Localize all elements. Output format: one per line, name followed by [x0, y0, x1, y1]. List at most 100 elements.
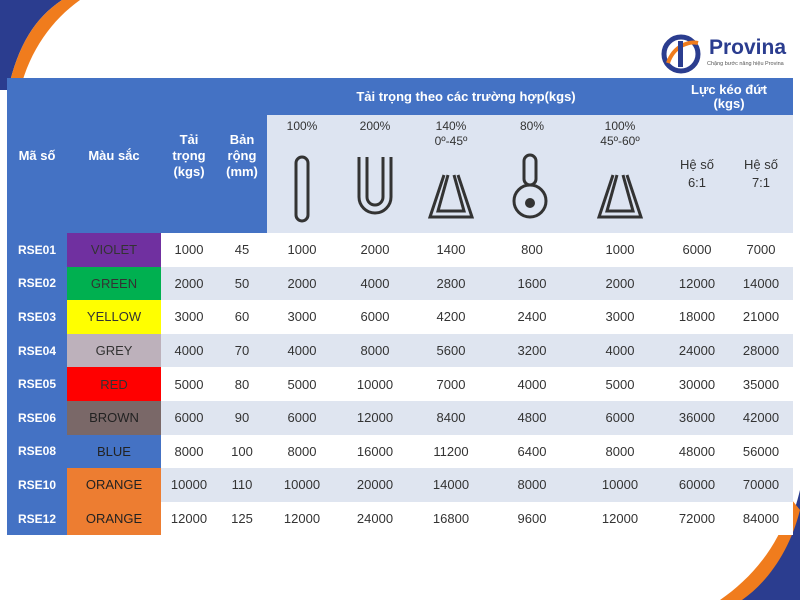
- row-value-c3: 14000: [413, 468, 489, 502]
- row-code: RSE06: [7, 401, 67, 435]
- load-table: Mã số Màu sắc Tải trọng (kgs) Bản rộng (…: [7, 78, 793, 536]
- row-code: RSE01: [7, 233, 67, 267]
- row-value-c5: 1000: [575, 233, 665, 267]
- row-color-swatch: BLUE: [67, 434, 161, 469]
- row-value-width: 50: [217, 266, 267, 301]
- header-load: Tải trọng (kgs): [161, 78, 217, 233]
- provina-logo-icon: [661, 34, 701, 74]
- basket-lift-icon: [357, 157, 393, 215]
- row-value-load: 5000: [161, 367, 217, 401]
- row-value-f6: 48000: [665, 434, 729, 469]
- row-value-c3: 11200: [413, 434, 489, 469]
- row-value-width: 60: [217, 300, 267, 334]
- row-value-f6: 30000: [665, 367, 729, 401]
- row-value-c1: 4000: [267, 333, 337, 368]
- row-value-f7: 42000: [729, 401, 793, 435]
- header-color: Màu sắc: [67, 78, 161, 233]
- row-value-f7: 70000: [729, 468, 793, 502]
- row-value-c4: 1600: [489, 266, 575, 301]
- row-value-c5: 2000: [575, 266, 665, 301]
- row-value-f7: 21000: [729, 300, 793, 334]
- row-value-c4: 9600: [489, 501, 575, 536]
- row-value-c4: 8000: [489, 468, 575, 502]
- case-vertical: 100%: [267, 115, 337, 233]
- row-value-c2: 2000: [337, 233, 413, 267]
- row-value-f7: 56000: [729, 434, 793, 469]
- row-code: RSE04: [7, 333, 67, 368]
- case-choke: 80%: [489, 115, 575, 233]
- row-value-c1: 5000: [267, 367, 337, 401]
- provina-logo: Provina Chặng bước nâng hiệu Provina: [660, 33, 800, 75]
- row-value-f6: 12000: [665, 266, 729, 301]
- row-value-load: 12000: [161, 501, 217, 536]
- row-value-load: 10000: [161, 468, 217, 502]
- row-value-c1: 2000: [267, 266, 337, 301]
- row-value-c5: 8000: [575, 434, 665, 469]
- row-color-swatch: RED: [67, 367, 161, 401]
- row-value-f7: 28000: [729, 333, 793, 368]
- header-breaking-force: Lực kéo đứt (kgs): [665, 78, 793, 115]
- row-value-f6: 6000: [665, 233, 729, 267]
- row-value-c5: 12000: [575, 501, 665, 536]
- factor-7-1: Hệ số 7:1: [729, 115, 793, 233]
- row-value-c2: 10000: [337, 367, 413, 401]
- row-value-width: 70: [217, 333, 267, 368]
- row-value-c2: 20000: [337, 468, 413, 502]
- row-value-c4: 6400: [489, 434, 575, 469]
- row-code: RSE12: [7, 501, 67, 536]
- row-value-f6: 24000: [665, 333, 729, 368]
- row-value-width: 80: [217, 367, 267, 401]
- row-value-width: 45: [217, 233, 267, 267]
- row-value-c3: 4200: [413, 300, 489, 334]
- row-value-f6: 72000: [665, 501, 729, 536]
- row-value-c3: 7000: [413, 367, 489, 401]
- row-value-c1: 10000: [267, 468, 337, 502]
- row-value-f6: 60000: [665, 468, 729, 502]
- header-width: Bản rộng (mm): [217, 78, 267, 233]
- row-value-c5: 6000: [575, 401, 665, 435]
- brand-name: Provina: [709, 36, 787, 59]
- vertical-lift-icon: [294, 155, 310, 223]
- row-code: RSE08: [7, 434, 67, 469]
- row-value-width: 90: [217, 401, 267, 435]
- row-value-c1: 1000: [267, 233, 337, 267]
- angle-lift-45-icon: [427, 174, 475, 219]
- row-value-width: 100: [217, 434, 267, 469]
- row-code: RSE10: [7, 468, 67, 502]
- row-value-c3: 2800: [413, 266, 489, 301]
- row-code: RSE02: [7, 266, 67, 301]
- row-value-c4: 800: [489, 233, 575, 267]
- row-value-load: 6000: [161, 401, 217, 435]
- case-label: 100%: [286, 119, 318, 133]
- case-angle-60: 100% 45º-60º: [575, 115, 665, 233]
- row-value-c1: 8000: [267, 434, 337, 469]
- case-label: 100% 45º-60º: [600, 119, 640, 148]
- row-value-c4: 4000: [489, 367, 575, 401]
- row-value-c4: 2400: [489, 300, 575, 334]
- row-value-c3: 16800: [413, 501, 489, 536]
- row-value-c3: 8400: [413, 401, 489, 435]
- brand-tagline: Chặng bước nâng hiệu Provina: [707, 61, 784, 67]
- row-value-f6: 18000: [665, 300, 729, 334]
- row-value-c2: 24000: [337, 501, 413, 536]
- row-value-c5: 5000: [575, 367, 665, 401]
- row-value-c5: 3000: [575, 300, 665, 334]
- header-code: Mã số: [7, 78, 67, 233]
- case-label: 140% 0º-45º: [434, 119, 468, 148]
- row-value-c2: 6000: [337, 300, 413, 334]
- row-value-c5: 4000: [575, 333, 665, 368]
- choke-lift-icon: [512, 153, 548, 219]
- case-label: 200%: [359, 119, 391, 133]
- row-value-f7: 84000: [729, 501, 793, 536]
- row-value-f7: 7000: [729, 233, 793, 267]
- header-load-cases: Tải trọng theo các trường hợp(kgs): [267, 78, 665, 115]
- factor-6-1: Hệ số 6:1: [665, 115, 729, 233]
- row-value-c2: 12000: [337, 401, 413, 435]
- row-value-load: 2000: [161, 266, 217, 301]
- row-value-load: 4000: [161, 333, 217, 368]
- row-value-c3: 5600: [413, 333, 489, 368]
- row-color-swatch: YELLOW: [67, 300, 161, 334]
- row-value-c3: 1400: [413, 233, 489, 267]
- row-color-swatch: ORANGE: [67, 501, 161, 536]
- row-value-width: 110: [217, 468, 267, 502]
